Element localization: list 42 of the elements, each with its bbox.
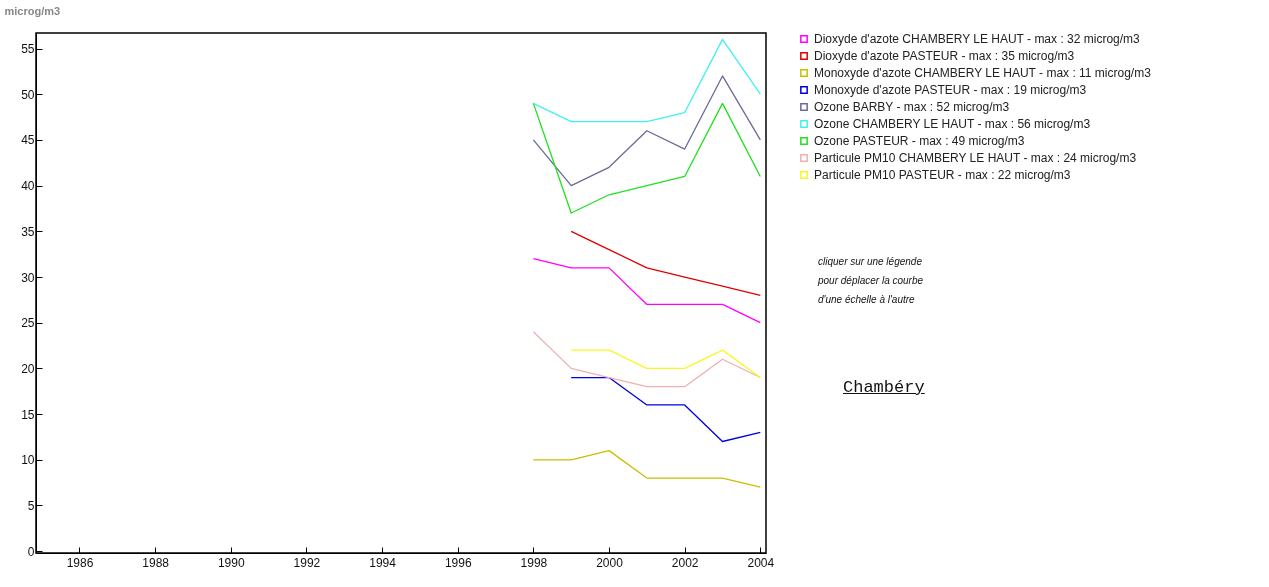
line-series [532, 450, 761, 488]
legend-label: Dioxyde d'azote PASTEUR - max : 35 microg/m3 [814, 49, 1075, 63]
y-tick-label: 45 [21, 133, 35, 148]
x-tick-label: 1988 [142, 555, 170, 570]
x-tick-label: 1998 [520, 555, 548, 570]
y-tick-label: 35 [21, 224, 35, 239]
x-tick-label: 1996 [444, 555, 472, 570]
y-tick-label: 10 [21, 453, 35, 468]
y-tick-label: 55 [21, 42, 35, 57]
y-tick-label: 5 [27, 498, 35, 513]
x-tick-label: 1986 [66, 555, 94, 570]
legend-label: Particule PM10 CHAMBERY LE HAUT - max : 24 microg/m3 [814, 151, 1137, 165]
y-tick-label: 20 [21, 361, 35, 376]
text: Chambéry [843, 378, 925, 397]
x-tick-label: 1990 [217, 555, 245, 570]
x-tick-label: 2004 [747, 555, 775, 570]
line-series [532, 75, 761, 187]
legend-label: Ozone PASTEUR - max : 49 microg/m3 [814, 134, 1025, 148]
legend-label: Monoxyde d'azote PASTEUR - max : 19 microg/m3 [814, 83, 1087, 97]
legend-label: Ozone BARBY - max : 52 microg/m3 [814, 100, 1010, 114]
y-tick-label: 50 [21, 87, 35, 102]
x-tick-label: 2002 [671, 555, 699, 570]
text: cliquer sur une légende pour déplacer la courbe d'une échelle à l'autre [818, 255, 924, 307]
line-series [532, 38, 761, 123]
line-series [532, 258, 761, 324]
line-series [570, 376, 761, 443]
y-tick-label: 25 [21, 316, 35, 331]
y-axis-title: microg/m3 [4, 4, 61, 17]
legend-label: Particule PM10 PASTEUR - max : 22 microg/m3 [814, 168, 1071, 182]
line-series [532, 331, 761, 388]
legend-label: Ozone CHAMBERY LE HAUT - max : 56 microg/m3 [814, 117, 1091, 131]
line-series [532, 102, 761, 214]
x-tick-label: 1992 [293, 555, 321, 570]
x-tick-label: 2000 [596, 555, 624, 570]
x-tick-label: 1994 [369, 555, 397, 570]
legend-label: Monoxyde d'azote CHAMBERY LE HAUT - max : 11 microg/m3 [814, 66, 1152, 80]
y-tick-label: 40 [21, 179, 35, 194]
y-tick-label: 15 [21, 407, 35, 422]
y-tick-label: 30 [21, 270, 35, 285]
line-series [570, 230, 761, 296]
y-tick-label: 0 [27, 544, 35, 559]
legend-label: Dioxyde d'azote CHAMBERY LE HAUT - max : 32 microg/m3 [814, 32, 1141, 46]
